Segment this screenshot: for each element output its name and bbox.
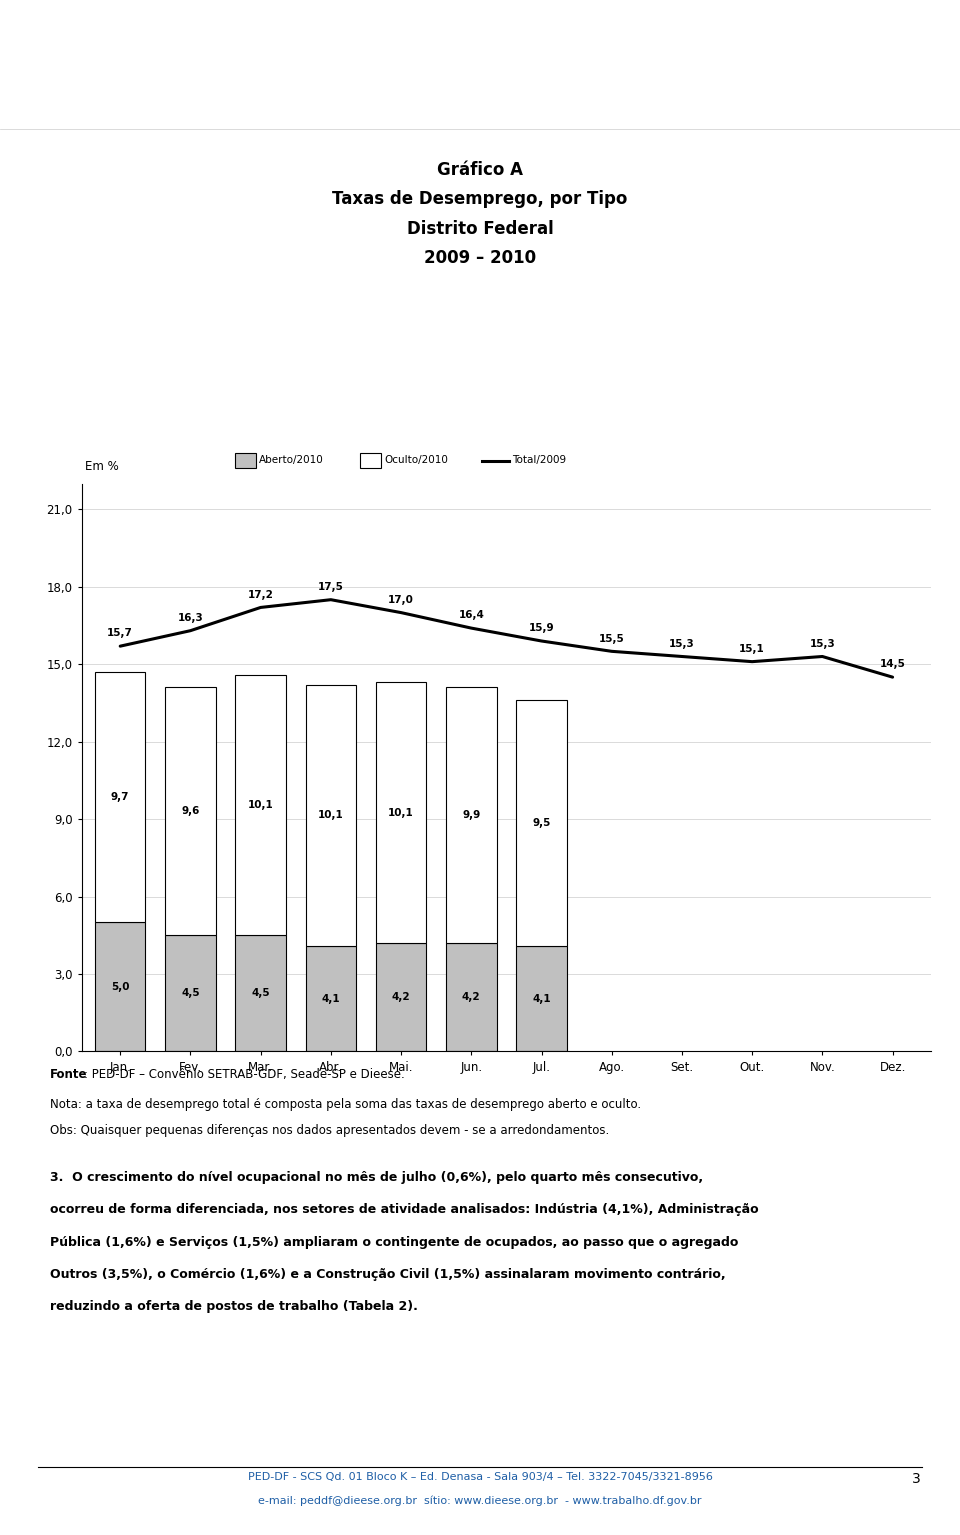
- Text: ocorreu de forma diferenciada, nos setores de atividade analisados: Indústria (4: ocorreu de forma diferenciada, nos setor…: [50, 1203, 758, 1216]
- Text: 15,1: 15,1: [739, 643, 765, 654]
- Text: 4,1: 4,1: [322, 993, 340, 1004]
- Bar: [375, 682, 426, 942]
- Bar: [516, 946, 566, 1051]
- Bar: [95, 672, 146, 923]
- Text: 9,6: 9,6: [181, 806, 200, 817]
- Text: Pública (1,6%) e Serviços (1,5%) ampliaram o contingente de ocupados, ao passo q: Pública (1,6%) e Serviços (1,5%) ampliar…: [50, 1236, 738, 1248]
- Text: 4,2: 4,2: [392, 992, 410, 1002]
- Text: Distrito Federal: Distrito Federal: [407, 220, 553, 238]
- Bar: [235, 935, 286, 1051]
- Text: Outros (3,5%), o Comércio (1,6%) e a Construção Civil (1,5%) assinalaram movimen: Outros (3,5%), o Comércio (1,6%) e a Con…: [50, 1268, 726, 1280]
- Text: 3: 3: [912, 1472, 922, 1486]
- Text: 9,5: 9,5: [532, 818, 551, 827]
- Text: e-mail: peddf@dieese.org.br  sítio: www.dieese.org.br  - www.trabalho.df.gov.br: e-mail: peddf@dieese.org.br sítio: www.d…: [258, 1495, 702, 1506]
- Text: 4,1: 4,1: [532, 993, 551, 1004]
- Text: 17,0: 17,0: [388, 596, 414, 605]
- Text: Gráfico A: Gráfico A: [437, 161, 523, 180]
- Text: Aberto/2010: Aberto/2010: [259, 456, 324, 465]
- Text: Em %: Em %: [85, 460, 119, 473]
- Text: 9,7: 9,7: [111, 792, 130, 803]
- Text: 14,5: 14,5: [879, 660, 905, 669]
- Bar: [305, 685, 356, 946]
- Text: 15,7: 15,7: [108, 628, 133, 639]
- Bar: [516, 700, 566, 946]
- Bar: [95, 923, 146, 1051]
- Text: 10,1: 10,1: [248, 800, 274, 810]
- Bar: [375, 942, 426, 1051]
- Bar: [235, 674, 286, 935]
- Text: 16,3: 16,3: [178, 612, 204, 623]
- Text: : PED-DF – Convênio SETRAB-GDF, Seade-SP e Dieese.: : PED-DF – Convênio SETRAB-GDF, Seade-SP…: [84, 1068, 405, 1081]
- Text: 4,2: 4,2: [462, 992, 481, 1002]
- Text: 5,0: 5,0: [111, 982, 130, 992]
- Text: Nota: a taxa de desemprego total é composta pela soma das taxas de desemprego ab: Nota: a taxa de desemprego total é compo…: [50, 1098, 641, 1110]
- Text: 2009 – 2010: 2009 – 2010: [424, 249, 536, 267]
- Text: Oculto/2010: Oculto/2010: [384, 456, 448, 465]
- Text: Total/2009: Total/2009: [512, 456, 565, 465]
- Text: 15,9: 15,9: [529, 623, 554, 634]
- Bar: [446, 942, 496, 1051]
- Text: reduzindo a oferta de postos de trabalho (Tabela 2).: reduzindo a oferta de postos de trabalho…: [50, 1300, 418, 1312]
- Text: 15,5: 15,5: [599, 634, 625, 643]
- Text: 4,5: 4,5: [181, 989, 200, 998]
- Text: 15,3: 15,3: [809, 639, 835, 649]
- Text: 10,1: 10,1: [318, 810, 344, 820]
- Text: 3.  O crescimento do nível ocupacional no mês de julho (0,6%), pelo quarto mês c: 3. O crescimento do nível ocupacional no…: [50, 1171, 703, 1183]
- Text: Taxas de Desemprego, por Tipo: Taxas de Desemprego, por Tipo: [332, 190, 628, 209]
- Text: PED-DF - SCS Qd. 01 Bloco K – Ed. Denasa - Sala 903/4 – Tel. 3322-7045/3321-8956: PED-DF - SCS Qd. 01 Bloco K – Ed. Denasa…: [248, 1472, 712, 1483]
- Text: 9,9: 9,9: [462, 810, 480, 820]
- Text: 4,5: 4,5: [252, 989, 270, 998]
- Bar: [305, 946, 356, 1051]
- Text: 10,1: 10,1: [388, 807, 414, 818]
- Text: Obs: Quaisquer pequenas diferenças nos dados apresentados devem - se a arredonda: Obs: Quaisquer pequenas diferenças nos d…: [50, 1124, 610, 1136]
- Bar: [165, 935, 216, 1051]
- Bar: [446, 688, 496, 942]
- Bar: [165, 688, 216, 935]
- Text: 16,4: 16,4: [458, 611, 484, 620]
- Text: Fonte: Fonte: [50, 1068, 87, 1081]
- Text: 17,2: 17,2: [248, 589, 274, 600]
- Text: 17,5: 17,5: [318, 582, 344, 593]
- Text: 15,3: 15,3: [669, 639, 695, 649]
